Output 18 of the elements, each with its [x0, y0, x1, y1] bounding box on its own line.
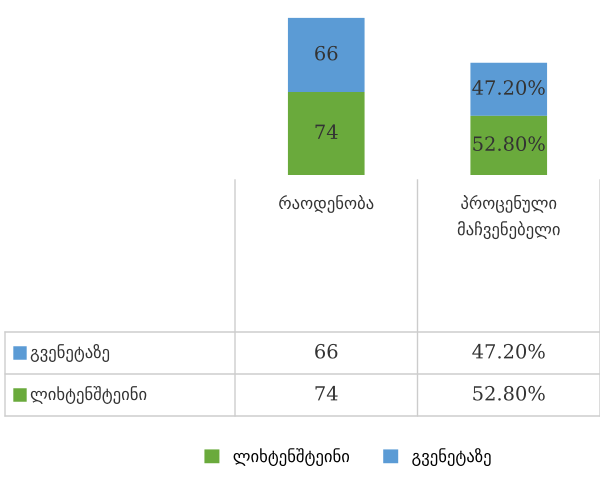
- bar: [470, 62, 548, 116]
- legend-label: ლიხტენშტეინი: [30, 386, 146, 404]
- text: 74: [316, 124, 338, 139]
- x-tick-label: რაოდენობა: [279, 195, 374, 213]
- data-label: 74: [316, 386, 338, 400]
- bar: [288, 18, 365, 92]
- data-label: 47.20%: [472, 344, 545, 359]
- text: ლიხტენშტეინი: [234, 448, 350, 466]
- data-label: 66: [315, 344, 338, 359]
- text: 66: [315, 46, 338, 61]
- text: გვენეტაზე: [412, 448, 491, 466]
- bar: [470, 116, 548, 175]
- bar: [288, 92, 365, 175]
- legend-label: გვენეტაზე: [30, 344, 110, 362]
- x-tick-label: პროცენული მაჩვენებელი: [458, 195, 560, 240]
- text: 47.20%: [472, 80, 545, 95]
- text: 52.80%: [473, 136, 545, 152]
- data-label: 52.80%: [473, 386, 545, 401]
